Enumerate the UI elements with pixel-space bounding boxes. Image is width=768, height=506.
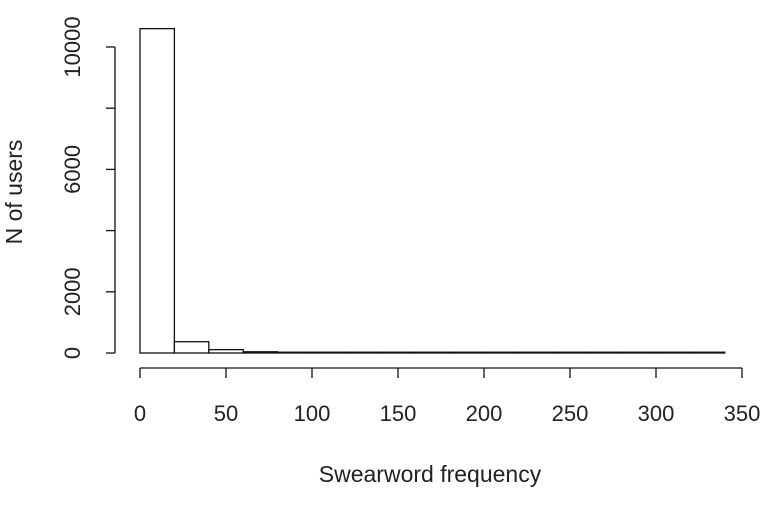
- y-axis: 0 2000 6000 10000: [60, 16, 116, 359]
- y-tick-label-2: 6000: [60, 145, 85, 194]
- histogram-bar-14: [620, 351, 657, 354]
- histogram-bar-2: [208, 348, 244, 354]
- x-tick-label-2: 100: [294, 401, 331, 426]
- y-axis-title: N of users: [1, 140, 27, 245]
- x-tick-label-3: 150: [380, 401, 417, 426]
- histogram-bar-5: [311, 351, 348, 354]
- histogram-bar-3: [242, 351, 279, 354]
- histogram-bar-10: [483, 351, 520, 354]
- histogram-bar-4: [276, 351, 313, 354]
- x-tick-label-6: 300: [638, 401, 675, 426]
- histogram-bar-9: [448, 351, 485, 354]
- histogram-bar-15: [655, 351, 692, 354]
- x-tick-label-5: 250: [552, 401, 589, 426]
- y-tick-label-1: 2000: [60, 267, 85, 316]
- histogram-bar-7: [380, 351, 416, 354]
- histogram-bar-6: [345, 351, 382, 354]
- histogram-bar-16: [689, 351, 726, 354]
- x-tick-label-7: 350: [724, 401, 761, 426]
- histogram-bar-8: [414, 351, 451, 354]
- histogram-bar-0: [139, 27, 176, 354]
- x-axis: 0 50 100 150 200 250 300 350: [134, 367, 761, 426]
- x-tick-label-0: 0: [134, 401, 146, 426]
- bars-layer: [139, 27, 726, 354]
- histogram-bar-1: [173, 341, 210, 354]
- y-tick-label-3: 10000: [60, 16, 85, 77]
- histogram-bar-11: [517, 351, 554, 354]
- x-axis-title: Swearword frequency: [319, 461, 542, 487]
- y-tick-label-0: 0: [60, 347, 85, 359]
- x-tick-label-1: 50: [214, 401, 238, 426]
- x-tick-label-4: 200: [466, 401, 503, 426]
- histogram-bar-13: [586, 351, 623, 354]
- histogram-bar-12: [552, 351, 588, 354]
